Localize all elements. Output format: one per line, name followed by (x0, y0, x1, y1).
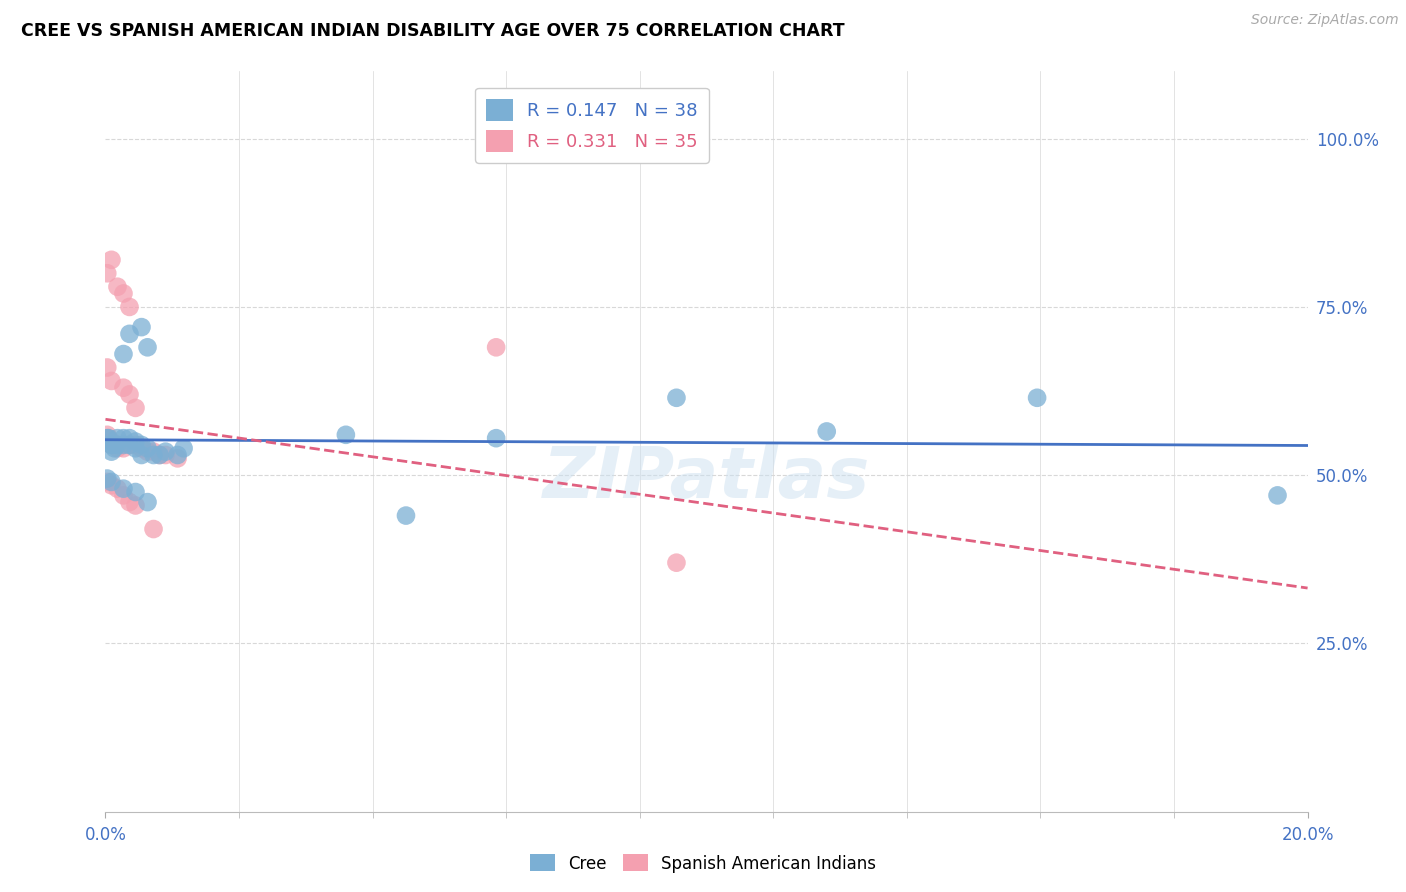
Point (100, 438, 122, 452)
Point (485, 340, 508, 354)
Point (107, 438, 129, 452)
Point (118, 438, 141, 452)
Point (100, 438, 122, 452)
Point (136, 444, 159, 458)
Point (100, 374, 122, 388)
Point (97, 431, 120, 445)
Point (124, 442, 146, 456)
Point (124, 434, 146, 449)
Point (96, 360, 118, 375)
Point (101, 438, 124, 452)
Point (96, 266, 118, 280)
Point (96, 475, 118, 489)
Point (100, 444, 122, 458)
Legend: R = 0.147   N = 38, R = 0.331   N = 35: R = 0.147 N = 38, R = 0.331 N = 35 (475, 87, 709, 162)
Text: Source: ZipAtlas.com: Source: ZipAtlas.com (1251, 13, 1399, 28)
Point (665, 556, 688, 570)
Point (96, 471, 118, 485)
Point (100, 434, 122, 449)
Point (124, 499, 146, 513)
Point (131, 448, 153, 462)
Point (131, 320, 153, 334)
Point (166, 451, 188, 466)
Point (107, 442, 129, 456)
Point (131, 442, 153, 456)
Point (136, 495, 159, 509)
Point (100, 478, 122, 492)
Point (136, 340, 159, 354)
Point (112, 488, 135, 502)
Point (100, 252, 122, 267)
Point (96, 427, 118, 442)
Point (155, 448, 177, 462)
Point (142, 448, 165, 462)
Point (112, 438, 135, 452)
Point (112, 286, 135, 301)
Point (665, 391, 688, 405)
Point (112, 482, 135, 496)
Point (148, 448, 170, 462)
Point (112, 438, 135, 452)
Text: CREE VS SPANISH AMERICAN INDIAN DISABILITY AGE OVER 75 CORRELATION CHART: CREE VS SPANISH AMERICAN INDIAN DISABILI… (21, 22, 845, 40)
Point (142, 522, 165, 536)
Point (124, 438, 146, 452)
Point (1026, 391, 1049, 405)
Point (97, 431, 120, 445)
Text: ZIPatlas: ZIPatlas (543, 444, 870, 513)
Point (112, 431, 135, 445)
Point (107, 482, 129, 496)
Point (485, 431, 508, 445)
Point (124, 401, 146, 415)
Point (131, 438, 153, 452)
Point (107, 438, 129, 452)
Point (96, 431, 118, 445)
Point (118, 300, 141, 314)
Point (112, 347, 135, 361)
Point (112, 442, 135, 456)
Point (118, 431, 141, 445)
Point (124, 485, 146, 500)
Point (815, 425, 838, 439)
Point (107, 431, 129, 445)
Point (112, 381, 135, 395)
Point (107, 279, 129, 293)
Point (395, 508, 418, 523)
Point (335, 427, 357, 442)
Point (155, 444, 177, 458)
Point (103, 442, 125, 456)
Point (118, 387, 141, 401)
Point (173, 442, 195, 456)
Point (118, 495, 141, 509)
Point (1267, 488, 1289, 502)
Point (118, 438, 141, 452)
Legend: Cree, Spanish American Indians: Cree, Spanish American Indians (523, 847, 883, 880)
Point (136, 442, 159, 456)
Point (118, 326, 141, 341)
Point (142, 444, 165, 458)
Point (100, 475, 122, 489)
Point (148, 448, 170, 462)
Point (166, 448, 188, 462)
